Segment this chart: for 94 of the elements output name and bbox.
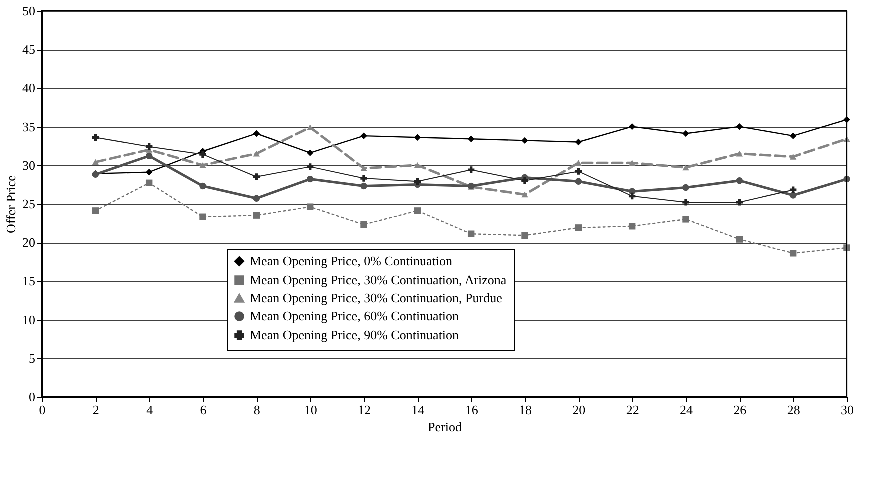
point: [628, 160, 636, 166]
y-tick-label: 15: [22, 274, 36, 289]
point: [736, 123, 744, 130]
x-tick-label: 4: [146, 402, 154, 418]
point: [414, 208, 422, 214]
x-tick-label: 16: [465, 402, 479, 418]
y-tick-label: 45: [22, 42, 36, 58]
point: [790, 250, 797, 257]
point: [253, 174, 260, 180]
point: [306, 164, 314, 170]
legend-label: Mean Opening Price, 90% Continuation: [250, 328, 460, 342]
y-tick-label: 30: [22, 158, 36, 173]
x-tick-label: 2: [92, 402, 100, 418]
point: [360, 175, 368, 182]
point: [306, 150, 314, 156]
y-tick-label: 20: [22, 235, 36, 250]
point: [146, 144, 153, 150]
x-tick-label: 22: [626, 402, 640, 418]
point: [414, 162, 422, 168]
point: [628, 192, 636, 200]
point: [360, 221, 368, 228]
point: [360, 132, 368, 140]
point: [306, 176, 314, 183]
y-tick-label: 50: [22, 4, 36, 18]
x-tick-label: 12: [358, 402, 371, 418]
point: [844, 244, 850, 252]
point: [200, 214, 206, 220]
y-tick-label: 5: [29, 350, 36, 366]
point: [253, 195, 260, 202]
x-tick-label: 8: [254, 402, 260, 418]
point: [522, 192, 528, 198]
point: [736, 177, 744, 184]
point: [736, 236, 744, 243]
point: [736, 150, 744, 157]
point: [790, 186, 797, 194]
x-axis-title: Period: [428, 420, 462, 434]
y-tick-label: 10: [22, 312, 36, 328]
point: [522, 177, 528, 184]
point: [360, 166, 368, 172]
point: [522, 232, 528, 240]
x-tick-label: 30: [841, 402, 854, 418]
legend-label: Mean Opening Price, 60% Continuation: [250, 308, 460, 324]
x-tick-label: 26: [734, 402, 748, 418]
point: [146, 152, 153, 160]
point: [253, 130, 260, 138]
point: [682, 199, 690, 206]
point: [575, 178, 582, 185]
point: [414, 134, 422, 141]
x-tick-label: 18: [519, 402, 532, 418]
point: [360, 182, 368, 190]
point: [200, 182, 206, 190]
point: [306, 204, 314, 210]
point: [92, 134, 100, 141]
point: [468, 166, 475, 174]
point: [468, 136, 475, 143]
point: [575, 138, 582, 146]
x-tick-label: 6: [200, 402, 208, 418]
point: [253, 212, 260, 219]
point: [575, 160, 582, 166]
y-tick-label: 0: [29, 390, 36, 404]
y-axis-title: Offer Price: [4, 175, 18, 234]
point: [575, 224, 582, 232]
legend-label: Mean Opening Price, 30% Continuation, Arizona: [250, 272, 507, 288]
x-tick-label: 24: [680, 402, 694, 418]
point: [200, 162, 206, 168]
x-tick-label: 28: [787, 402, 800, 418]
point: [790, 132, 797, 140]
x-tick-label: 20: [572, 402, 586, 418]
point: [200, 151, 206, 158]
point: [575, 168, 582, 175]
y-tick-label: 40: [22, 80, 36, 96]
x-tick-label: 10: [304, 402, 318, 418]
legend-label: Mean Opening Price, 0% Continuation: [250, 254, 454, 268]
point: [253, 150, 260, 157]
x-tick-label: 14: [412, 402, 426, 418]
point: [522, 137, 528, 144]
point: [628, 223, 636, 230]
legend-label: Mean Opening Price, 30% Continuation, Purdue: [250, 290, 503, 306]
y-tick-label: 35: [22, 119, 36, 134]
point: [682, 216, 690, 223]
point: [92, 159, 100, 166]
point: [682, 184, 690, 192]
point: [682, 130, 690, 138]
x-tick-label: 0: [39, 402, 46, 418]
point: [92, 208, 100, 214]
point: [682, 164, 690, 171]
point: [146, 180, 153, 187]
point: [628, 123, 636, 130]
y-tick-label: 25: [22, 196, 36, 212]
point: [736, 199, 744, 206]
point: [414, 178, 422, 185]
point: [146, 168, 153, 176]
point: [790, 154, 797, 160]
point: [468, 230, 475, 238]
